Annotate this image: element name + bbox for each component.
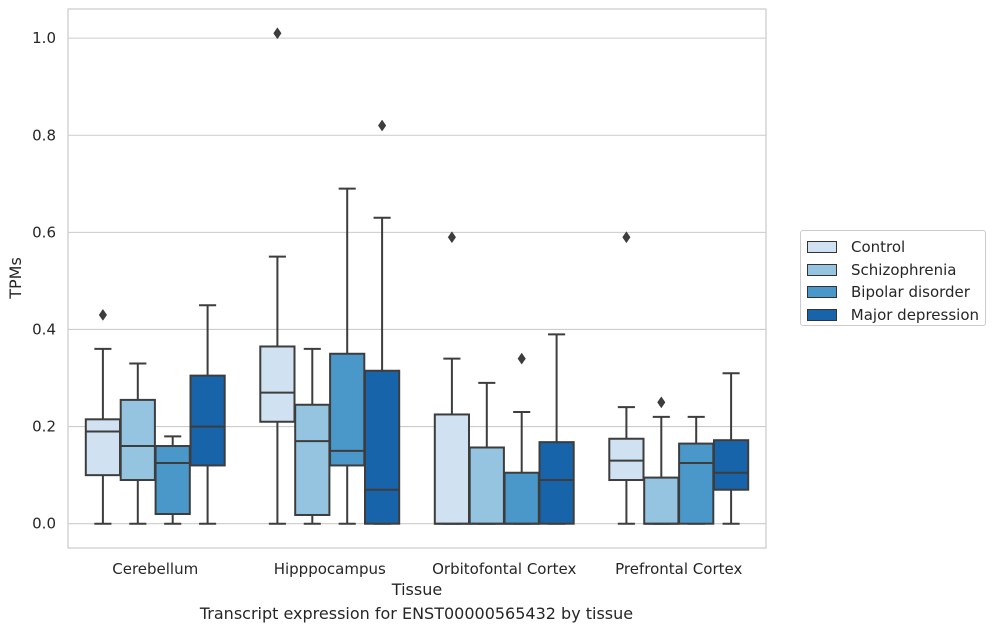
- box-group: [643, 396, 680, 525]
- x-axis-label: Tissue: [391, 580, 442, 599]
- box-iqr: [503, 471, 540, 525]
- box-iqr: [189, 374, 226, 467]
- box-iqr: [433, 413, 471, 525]
- y-tick-label: 1.0: [32, 29, 56, 47]
- legend-label: Control: [851, 238, 906, 257]
- box-group: [608, 231, 645, 525]
- box-group: [119, 362, 156, 525]
- box-group: [189, 304, 226, 525]
- x-tick-label: Orbitofontal Cortex: [432, 560, 576, 578]
- box-plot-marks: [84, 27, 750, 525]
- y-tick-labels: 0.0 0.2 0.4 0.6 0.8 1.0: [32, 29, 56, 533]
- x-tick-label: Prefrontal Cortex: [615, 560, 742, 578]
- box-group: [259, 27, 296, 525]
- x-tick-labels: Cerebellum Hipppocampus Orbitofontal Corte…: [112, 560, 742, 578]
- legend-item: Major depression: [807, 304, 979, 327]
- outlier-point: [273, 27, 282, 40]
- box-iqr: [294, 403, 331, 516]
- box-group: [503, 352, 540, 525]
- outlier-point: [657, 396, 666, 409]
- box-group: [433, 231, 471, 525]
- y-tick-label: 0.4: [32, 320, 56, 338]
- box-iqr: [468, 446, 505, 525]
- box-iqr: [119, 398, 156, 482]
- outlier-point: [447, 231, 457, 244]
- box-group: [363, 119, 401, 525]
- x-tick-label: Cerebellum: [112, 560, 198, 578]
- box-iqr: [712, 439, 750, 491]
- box-group: [538, 333, 575, 525]
- box-iqr: [154, 445, 191, 516]
- y-tick-label: 0.6: [32, 223, 56, 241]
- box-group: [154, 435, 191, 525]
- legend: Control Schizophrenia Bipolar disorder Majo…: [800, 230, 986, 326]
- y-tick-label: 0.2: [32, 418, 56, 436]
- outlier-point: [377, 119, 387, 132]
- outlier-point: [622, 231, 631, 244]
- box-iqr: [608, 437, 645, 482]
- legend-swatch: [807, 286, 837, 299]
- y-axis-label: TPMs: [6, 257, 25, 300]
- legend-item: Bipolar disorder: [807, 281, 979, 304]
- box-iqr: [363, 369, 401, 525]
- outlier-point: [517, 352, 526, 365]
- chart-caption: Transcript expression for ENST0000056543…: [199, 604, 634, 623]
- box-iqr: [329, 352, 366, 467]
- box-iqr: [643, 476, 680, 525]
- box-iqr: [678, 442, 715, 525]
- y-tick-label: 0.8: [32, 126, 56, 144]
- legend-swatch: [807, 241, 837, 254]
- legend-label: Major depression: [850, 305, 979, 324]
- legend-label: Schizophrenia: [851, 260, 957, 279]
- legend-item: Control: [807, 236, 979, 259]
- x-tick-label: Hipppocampus: [274, 560, 386, 578]
- box-iqr: [538, 441, 575, 525]
- box-iqr: [259, 345, 296, 423]
- plot-frame: [67, 8, 767, 549]
- box-group: [294, 347, 331, 525]
- legend-swatch: [807, 308, 837, 321]
- box-iqr: [84, 418, 122, 477]
- y-tick-label: 0.0: [32, 515, 56, 533]
- legend-swatch: [807, 263, 837, 276]
- legend-label: Bipolar disorder: [851, 283, 970, 302]
- box-group: [678, 415, 715, 525]
- box-group: [468, 381, 505, 525]
- legend-item: Schizophrenia: [807, 259, 979, 282]
- box-group: [329, 187, 366, 525]
- box-group: [712, 372, 750, 525]
- box-group: [84, 308, 122, 525]
- outlier-point: [98, 308, 108, 321]
